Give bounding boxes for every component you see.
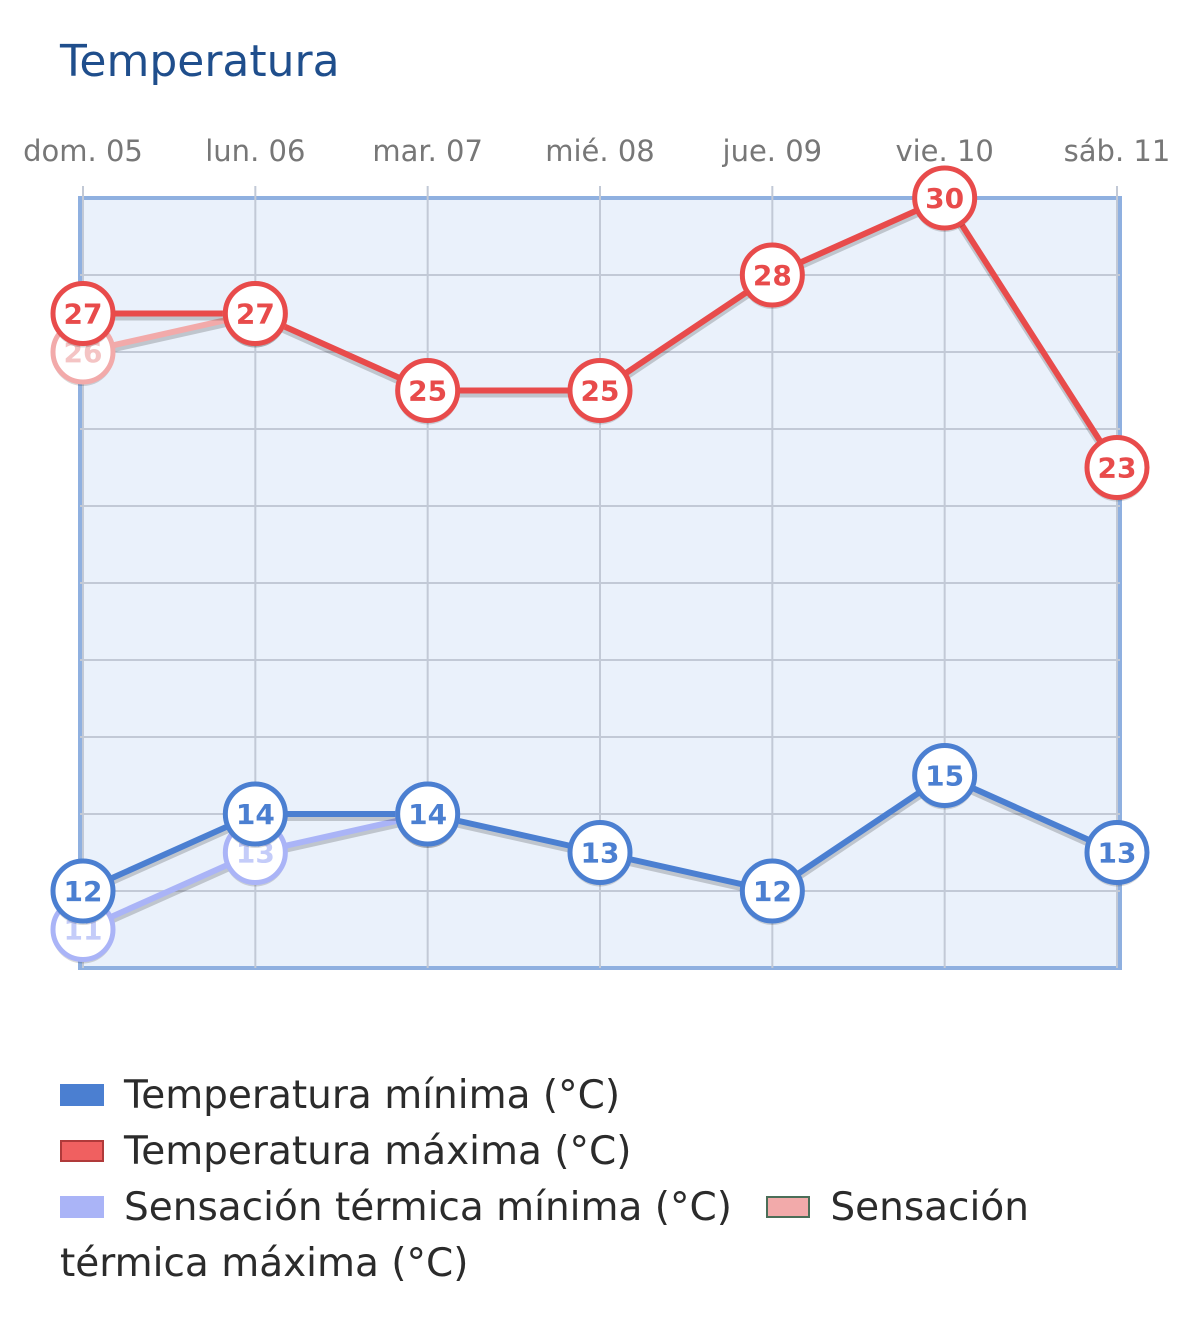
data-point[interactable]: 27 [50,281,116,348]
data-label: 13 [581,837,620,870]
data-label: 12 [753,875,792,908]
data-label: 25 [408,375,447,408]
data-point-marker [1084,820,1150,885]
legend-label-feel-min: Sensación térmica mínima (°C) [124,1185,732,1230]
data-point[interactable]: 23 [1084,435,1150,502]
data-point-marker [912,165,978,231]
data-label: 27 [236,298,275,331]
data-point[interactable]: 14 [395,781,461,848]
data-point[interactable]: 15 [912,743,978,810]
x-tick-label: mié. 08 [545,134,655,168]
data-point-marker [395,358,461,423]
legend-item-feel-max[interactable]: Sensación térmica máxima (°C) [60,1185,1029,1286]
data-point-marker [50,858,116,924]
legend-swatch-temp-min [60,1083,104,1106]
legend-label-temp-min: Temperatura mínima (°C) [124,1073,621,1118]
data-point-marker [567,820,633,885]
data-point-marker [739,858,805,924]
data-point[interactable]: 12 [739,858,805,925]
data-label: 12 [64,875,103,908]
temperature-chart: dom. 05 lun. 06 mar. 07 mié. 08 jue. 09 vie. … [23,134,1171,970]
data-label: 14 [408,798,447,831]
legend-swatch-feel-max [766,1195,811,1218]
chart-title: Temperatura [60,36,340,87]
data-label: 28 [753,259,792,292]
data-point-marker [50,281,116,346]
x-tick-label: vie. 10 [895,134,993,168]
legend-swatch-temp-max [60,1139,104,1162]
data-point-marker [1084,435,1150,500]
chart-legend: Temperatura mínima (°C) Temperatura máxi… [60,1068,1190,1292]
data-label: 25 [581,375,620,408]
legend-item-feel-min[interactable]: Sensación térmica mínima (°C) [60,1185,766,1230]
data-point-marker [912,743,978,808]
data-point[interactable]: 13 [1084,820,1150,887]
x-tick-label: sáb. 11 [1064,134,1171,168]
x-tick-label: jue. 09 [722,134,823,168]
data-point[interactable]: 14 [222,781,288,848]
data-label: 14 [236,798,275,831]
data-point[interactable]: 12 [50,858,116,925]
x-tick-label: lun. 06 [205,134,305,168]
data-point-marker [395,781,461,847]
data-point[interactable]: 13 [567,820,633,887]
data-point-marker [222,781,288,847]
x-tick-label: dom. 05 [23,134,143,168]
data-label: 27 [64,298,103,331]
data-label: 13 [1098,837,1137,870]
data-point-marker [567,358,633,423]
data-label: 15 [925,760,964,793]
x-tick-label: mar. 07 [372,134,483,168]
data-point[interactable]: 27 [222,281,288,348]
data-point[interactable]: 30 [912,165,978,232]
data-point[interactable]: 28 [739,242,805,309]
data-point-marker [222,281,288,346]
data-label: 30 [925,182,964,215]
legend-label-feel-max: Sensación térmica máxima (°C) [60,1185,1029,1286]
data-point[interactable]: 25 [395,358,461,425]
data-point-marker [739,242,805,308]
data-point[interactable]: 25 [567,358,633,425]
legend-item-temp-max[interactable]: Temperatura máxima (°C) [60,1129,653,1174]
legend-item-temp-min[interactable]: Temperatura mínima (°C) [60,1073,642,1118]
legend-label-temp-max: Temperatura máxima (°C) [124,1129,632,1174]
data-label: 23 [1098,452,1137,485]
legend-swatch-feel-min [60,1195,104,1218]
